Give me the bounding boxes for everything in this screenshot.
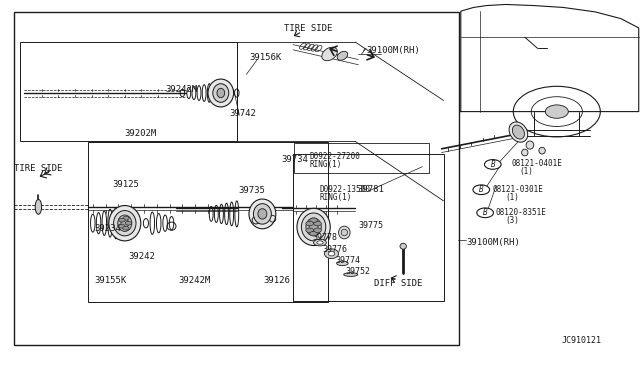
Ellipse shape — [509, 122, 528, 142]
Text: B: B — [483, 208, 488, 217]
Ellipse shape — [539, 147, 545, 154]
Text: (1): (1) — [506, 193, 520, 202]
Text: 39100M(RH): 39100M(RH) — [366, 46, 420, 55]
Text: 39778: 39778 — [312, 233, 337, 242]
Ellipse shape — [208, 79, 234, 107]
Text: 08121-0301E: 08121-0301E — [493, 185, 543, 194]
Ellipse shape — [328, 251, 335, 256]
Text: 39242: 39242 — [128, 252, 155, 261]
Text: RING(1): RING(1) — [320, 193, 353, 202]
Ellipse shape — [322, 47, 337, 61]
Ellipse shape — [324, 249, 339, 259]
Ellipse shape — [344, 273, 358, 276]
Circle shape — [473, 185, 490, 195]
Bar — [294, 143, 429, 173]
Circle shape — [123, 226, 129, 230]
Text: 39775: 39775 — [358, 221, 383, 230]
Ellipse shape — [400, 243, 406, 249]
Ellipse shape — [217, 89, 225, 98]
Text: JC910121: JC910121 — [562, 336, 602, 345]
Ellipse shape — [513, 125, 524, 139]
Text: 39156K: 39156K — [250, 53, 282, 62]
Circle shape — [118, 224, 125, 228]
Ellipse shape — [526, 141, 534, 149]
Ellipse shape — [114, 211, 136, 236]
Circle shape — [477, 208, 493, 218]
Text: 39155K: 39155K — [95, 276, 127, 285]
Text: B: B — [479, 185, 484, 194]
Circle shape — [314, 221, 321, 226]
Text: B: B — [490, 160, 495, 169]
Text: 08121-0401E: 08121-0401E — [512, 159, 563, 168]
Circle shape — [118, 218, 125, 222]
Ellipse shape — [253, 204, 271, 224]
Circle shape — [306, 221, 314, 226]
Circle shape — [484, 160, 501, 169]
Text: 39202M: 39202M — [125, 129, 157, 138]
Text: 39735: 39735 — [239, 186, 266, 195]
Bar — [88, 142, 328, 302]
Ellipse shape — [121, 219, 129, 228]
Ellipse shape — [337, 261, 348, 266]
Text: TIRE SIDE: TIRE SIDE — [284, 24, 332, 33]
Ellipse shape — [341, 229, 348, 236]
Ellipse shape — [109, 205, 141, 241]
Ellipse shape — [297, 208, 330, 246]
Text: 39126: 39126 — [264, 276, 291, 285]
Text: 39125: 39125 — [112, 180, 139, 189]
Ellipse shape — [492, 165, 497, 168]
Text: 39776: 39776 — [323, 246, 348, 254]
Text: (3): (3) — [506, 216, 520, 225]
Circle shape — [314, 228, 321, 232]
Text: 39734: 39734 — [282, 155, 308, 164]
Text: 39752: 39752 — [346, 267, 371, 276]
Text: D0922-27200: D0922-27200 — [310, 152, 360, 161]
Circle shape — [310, 218, 317, 222]
Ellipse shape — [35, 199, 42, 214]
Circle shape — [123, 217, 129, 220]
Text: 39742: 39742 — [229, 109, 256, 118]
Text: D0922-13500: D0922-13500 — [320, 185, 371, 194]
Ellipse shape — [306, 218, 321, 236]
Bar — [14, 12, 459, 345]
Ellipse shape — [522, 149, 528, 156]
Text: TIRE SIDE: TIRE SIDE — [14, 164, 63, 173]
Text: 39774: 39774 — [335, 256, 360, 265]
Ellipse shape — [212, 84, 229, 102]
Ellipse shape — [309, 222, 318, 232]
Text: 39242M: 39242M — [165, 85, 197, 94]
Text: (1): (1) — [520, 167, 534, 176]
Text: 39781: 39781 — [357, 185, 384, 194]
Circle shape — [306, 228, 314, 232]
Ellipse shape — [118, 215, 132, 231]
Ellipse shape — [337, 51, 348, 60]
Bar — [20, 42, 237, 141]
Ellipse shape — [314, 239, 326, 246]
Text: 39234: 39234 — [95, 224, 122, 233]
Text: RING(1): RING(1) — [310, 160, 342, 169]
Ellipse shape — [301, 213, 326, 241]
Ellipse shape — [339, 226, 350, 239]
Text: 39100M(RH): 39100M(RH) — [466, 238, 520, 247]
Text: 08120-8351E: 08120-8351E — [496, 208, 547, 217]
Bar — [293, 154, 444, 301]
Text: DIFF SIDE: DIFF SIDE — [374, 279, 422, 288]
Circle shape — [310, 231, 317, 236]
Ellipse shape — [317, 241, 323, 244]
Circle shape — [545, 105, 568, 118]
Ellipse shape — [249, 199, 276, 229]
Text: 39242M: 39242M — [178, 276, 210, 285]
Circle shape — [125, 221, 132, 225]
Ellipse shape — [258, 209, 267, 219]
